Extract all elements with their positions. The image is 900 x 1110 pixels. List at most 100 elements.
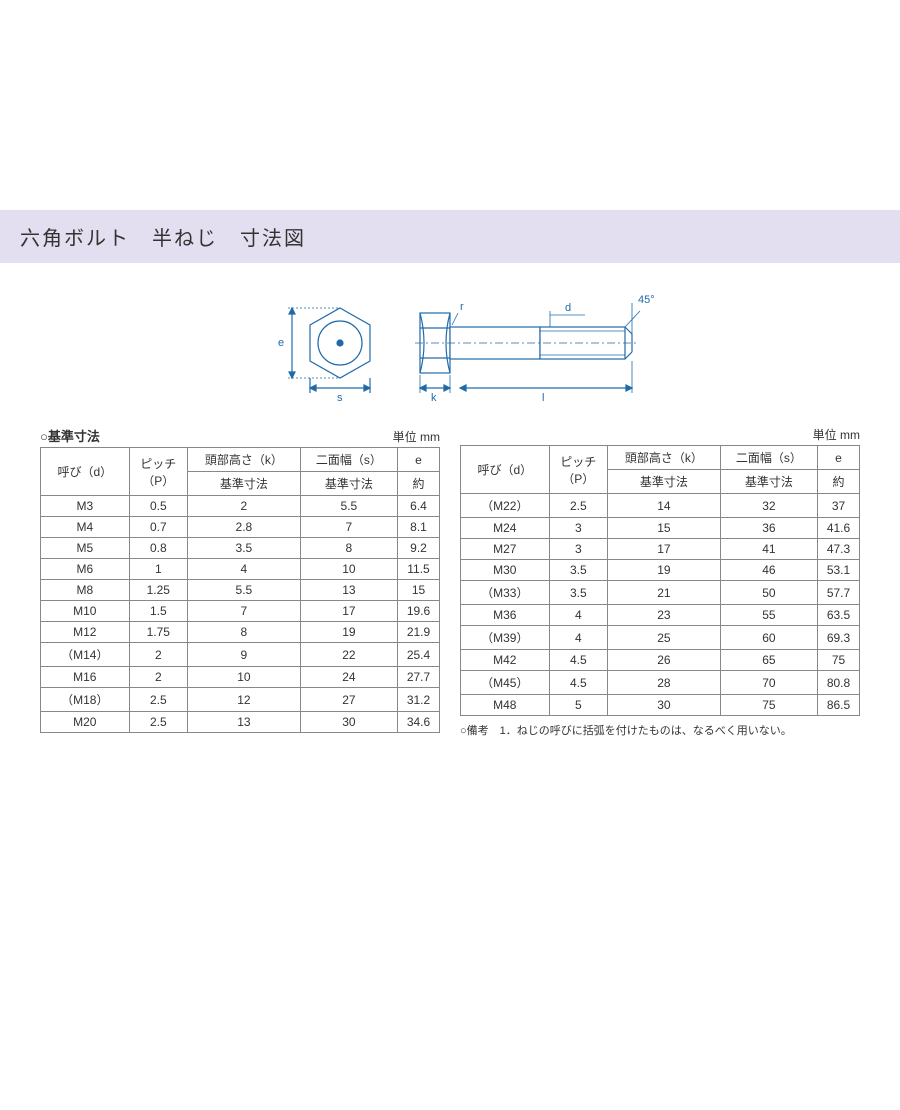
unit-label: 単位 mm: [393, 428, 440, 445]
table-cell: 2.5: [129, 712, 187, 733]
table-row: M424.5266575: [461, 650, 860, 671]
diagram-label-r: r: [460, 301, 464, 313]
table-cell: 2: [129, 643, 187, 667]
th-sub-approx: 約: [398, 472, 440, 496]
table-cell: 57.7: [818, 581, 860, 605]
table-cell: M4: [41, 517, 130, 538]
table-cell: 6.4: [398, 496, 440, 517]
diagram-label-k: k: [431, 392, 437, 404]
table-cell: 3.5: [549, 560, 607, 581]
table-cell: 28: [607, 671, 720, 695]
footnote: ○備考 1．ねじの呼びに括弧を付けたものは、なるべく用いない。: [460, 722, 860, 738]
table-cell: 65: [720, 650, 817, 671]
table-cell: 25.4: [398, 643, 440, 667]
table-cell: 13: [187, 712, 300, 733]
table-cell: 4.5: [549, 650, 607, 671]
table-cell: 86.5: [818, 695, 860, 716]
table-cell: 13: [300, 580, 397, 601]
table-cell: 2.5: [129, 688, 187, 712]
table-row: M81.255.51315: [41, 580, 440, 601]
diagram-label-angle: 45°: [638, 294, 655, 306]
table-cell: 46: [720, 560, 817, 581]
table-cell: 8: [300, 538, 397, 559]
table-cell: 12: [187, 688, 300, 712]
table-cell: 1: [129, 559, 187, 580]
th-pitch: ピッチ （P）: [549, 446, 607, 494]
table-cell: M16: [41, 667, 130, 688]
table-cell: 7: [187, 601, 300, 622]
table-cell: 27.7: [398, 667, 440, 688]
th-sub-approx: 約: [818, 470, 860, 494]
table-cell: 70: [720, 671, 817, 695]
th-sub-std: 基準寸法: [300, 472, 397, 496]
table-row: M243153641.6: [461, 518, 860, 539]
table-cell: 15: [607, 518, 720, 539]
table-row: M202.5133034.6: [41, 712, 440, 733]
dimensions-table-right: 呼び（d） ピッチ （P） 頭部高さ（k） 二面幅（s） e 基準寸法 基準寸法…: [460, 445, 860, 716]
table-cell: 4: [187, 559, 300, 580]
table-cell: （M18）: [41, 688, 130, 712]
th-pitch: ピッチ （P）: [129, 448, 187, 496]
table-cell: 1.5: [129, 601, 187, 622]
table-cell: 5.5: [300, 496, 397, 517]
th-width-s: 二面幅（s）: [300, 448, 397, 472]
table-cell: M12: [41, 622, 130, 643]
table-cell: 19.6: [398, 601, 440, 622]
diagram-label-e: e: [278, 337, 284, 349]
table-cell: 63.5: [818, 605, 860, 626]
table-row: （M14）292225.4: [41, 643, 440, 667]
table-cell: 24: [300, 667, 397, 688]
diagram-label-d: d: [565, 302, 571, 314]
title-bar: 六角ボルト 半ねじ 寸法図: [0, 210, 900, 263]
table-cell: 4.5: [549, 671, 607, 695]
table-cell: 37: [818, 494, 860, 518]
table-cell: M5: [41, 538, 130, 559]
table-row: （M22）2.5143237: [461, 494, 860, 518]
table-row: M40.72.878.1: [41, 517, 440, 538]
table-cell: 25: [607, 626, 720, 650]
table-cell: M24: [461, 518, 550, 539]
table-cell: 21: [607, 581, 720, 605]
table-cell: 41: [720, 539, 817, 560]
table-cell: 3.5: [187, 538, 300, 559]
table-cell: （M22）: [461, 494, 550, 518]
table-cell: 3: [549, 518, 607, 539]
table-cell: 30: [607, 695, 720, 716]
table-cell: 15: [398, 580, 440, 601]
table-cell: 31.2: [398, 688, 440, 712]
table-cell: 19: [607, 560, 720, 581]
table-cell: 32: [720, 494, 817, 518]
table-cell: 7: [300, 517, 397, 538]
table-cell: 1.25: [129, 580, 187, 601]
table-row: （M33）3.5215057.7: [461, 581, 860, 605]
right-table-block: 単位 mm 呼び（d） ピッチ （P） 頭部高さ（k） 二面幅（s） e 基準寸…: [460, 426, 860, 738]
table-cell: 19: [300, 622, 397, 643]
table-cell: M8: [41, 580, 130, 601]
th-e: e: [398, 448, 440, 472]
table-cell: 14: [607, 494, 720, 518]
table-cell: M3: [41, 496, 130, 517]
table-cell: 5: [549, 695, 607, 716]
th-yobi: 呼び（d）: [41, 448, 130, 496]
table-cell: 47.3: [818, 539, 860, 560]
table-cell: M10: [41, 601, 130, 622]
table-cell: 80.8: [818, 671, 860, 695]
table-cell: （M39）: [461, 626, 550, 650]
th-head-h: 頭部高さ（k）: [607, 446, 720, 470]
table-cell: M30: [461, 560, 550, 581]
th-width-s: 二面幅（s）: [720, 446, 817, 470]
table-cell: 75: [720, 695, 817, 716]
table-cell: 23: [607, 605, 720, 626]
table-cell: M48: [461, 695, 550, 716]
table-row: M101.571719.6: [41, 601, 440, 622]
table-cell: 27: [300, 688, 397, 712]
table-cell: 55: [720, 605, 817, 626]
table-row: M6141011.5: [41, 559, 440, 580]
table-row: （M45）4.5287080.8: [461, 671, 860, 695]
table-row: M50.83.589.2: [41, 538, 440, 559]
table-cell: 30: [300, 712, 397, 733]
table-cell: （M14）: [41, 643, 130, 667]
diagram-label-l: l: [542, 392, 544, 404]
table-cell: 41.6: [818, 518, 860, 539]
table-row: M303.5194653.1: [461, 560, 860, 581]
